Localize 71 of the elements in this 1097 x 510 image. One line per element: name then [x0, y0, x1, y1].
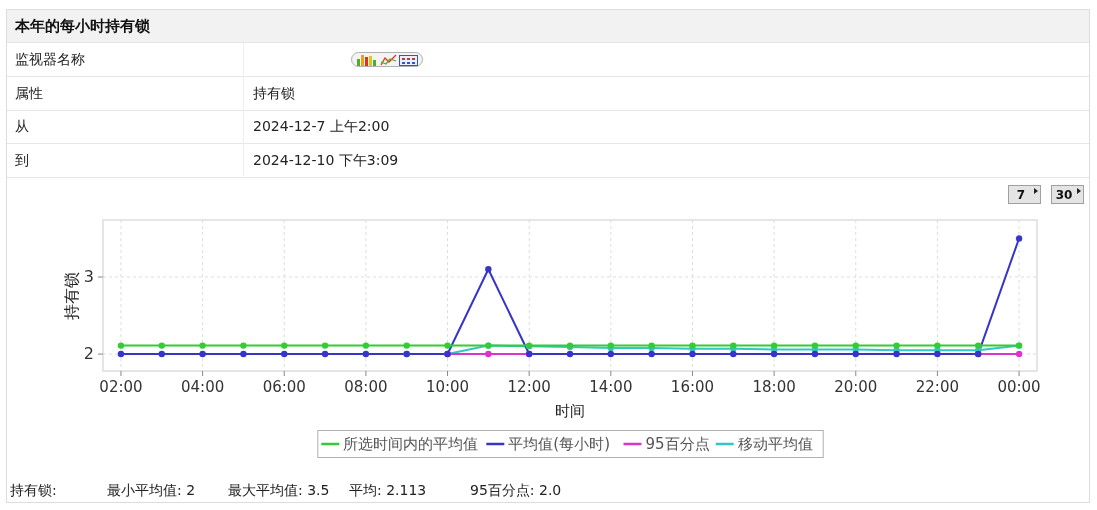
point: [648, 350, 655, 358]
point: [240, 342, 247, 349]
point: [566, 350, 574, 358]
point: [444, 342, 451, 349]
x-tick-label: 02:00: [99, 377, 143, 396]
chart-title: 本年的每小时持有锁: [14, 16, 150, 35]
point: [893, 350, 900, 358]
point: [321, 342, 329, 349]
point: [158, 350, 165, 358]
point: [730, 350, 737, 358]
text: 30: [1055, 187, 1073, 202]
x-tick-label: 18:00: [752, 377, 796, 396]
point: [770, 342, 778, 349]
text: 2024-12-7 上午2:00: [253, 118, 390, 134]
legend-label: 移动平均值: [737, 434, 813, 453]
point: [852, 342, 859, 349]
y-tick-label: 2: [83, 343, 94, 363]
text: 95百分点: 2.0: [470, 482, 562, 498]
point: [321, 350, 329, 358]
x-tick-label: 20:00: [834, 377, 878, 396]
y-axis-title: 持有锁: [61, 271, 81, 320]
x-tick-label: 12:00: [507, 377, 551, 396]
point: [158, 342, 165, 349]
text: 从: [15, 118, 29, 134]
point: [934, 342, 941, 349]
point: [199, 342, 206, 349]
legend-label: 平均值(每小时): [508, 434, 611, 453]
point: [1015, 350, 1023, 358]
point: [362, 350, 370, 358]
point: [485, 350, 492, 358]
point: [811, 342, 819, 349]
x-axis-title: 时间: [555, 401, 585, 420]
text: 7: [1016, 187, 1026, 202]
x-tick-label: 14:00: [589, 377, 633, 396]
point: [281, 350, 288, 358]
point: [975, 342, 982, 349]
text: 持有锁:: [10, 482, 57, 498]
x-tick-label: 08:00: [344, 377, 388, 396]
point: [811, 350, 819, 358]
legend-label: 95百分点: [645, 434, 710, 453]
point: [117, 350, 125, 358]
point: [485, 266, 492, 273]
point: [117, 342, 125, 349]
text: 到: [15, 152, 29, 168]
point: [362, 342, 370, 349]
x-tick-label: 22:00: [915, 377, 960, 396]
text: 平均: 2.113: [349, 482, 427, 498]
x-tick-label: 10:00: [425, 377, 470, 396]
point: [689, 350, 696, 358]
text: 2024-12-10 下午3:09: [253, 152, 399, 168]
point: [607, 350, 615, 358]
x-tick-label: 04:00: [180, 377, 225, 396]
x-tick-label: 00:00: [997, 377, 1041, 396]
point: [1015, 235, 1023, 242]
x-tick-label: 06:00: [262, 377, 306, 396]
point: [199, 350, 206, 358]
point: [770, 350, 778, 358]
point: [403, 342, 410, 349]
point: [240, 350, 247, 358]
text: 监视器名称: [15, 51, 85, 67]
legend-label: 所选时间内的平均值: [343, 434, 479, 453]
point: [934, 350, 941, 358]
x-tick-label: 16:00: [670, 377, 715, 396]
point: [281, 342, 288, 349]
y-tick-label: 3: [83, 266, 94, 286]
point: [852, 350, 859, 358]
text: 持有锁: [253, 85, 295, 101]
text: 最大平均值: 3.5: [228, 482, 330, 498]
point: [893, 342, 900, 349]
text: 最小平均值: 2: [107, 482, 196, 498]
text: 属性: [15, 85, 43, 101]
